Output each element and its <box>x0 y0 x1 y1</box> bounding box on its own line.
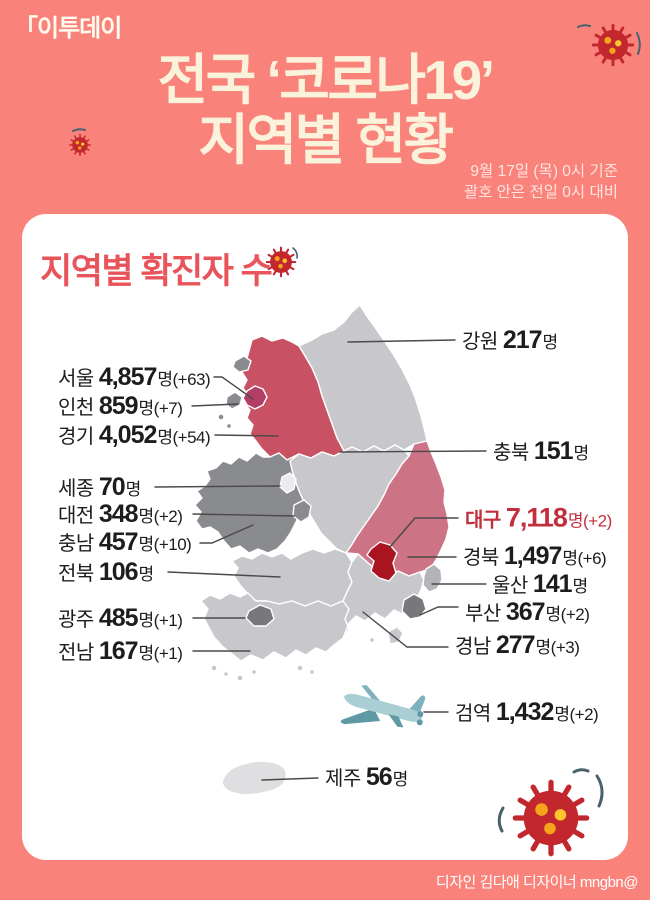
region-value: 4,052 <box>98 421 158 449</box>
region-name: 경북 <box>463 547 499 569</box>
region-suffix: 명 <box>125 480 142 499</box>
region-value: 151 <box>533 437 574 465</box>
region-name: 충북 <box>493 442 529 464</box>
region-name: 부산 <box>465 603 501 625</box>
region-suffix: 명(+1) <box>138 611 183 630</box>
region-value: 1,432 <box>495 698 555 726</box>
region-name: 서울 <box>58 368 94 390</box>
credit-text: 디자인 김다애 디자이너 mngbn@ <box>435 874 639 891</box>
region-name: 충남 <box>58 533 94 555</box>
date-line2: 괄호 안은 전일 0시 대비 <box>463 184 618 201</box>
region-suffix: 명(+6) <box>562 549 607 568</box>
date-note: 9월 17일 (목) 0시 기준 괄호 안은 전일 0시 대비 <box>464 161 618 203</box>
region-label-seoul: 서울 4,857 명(+63) <box>58 362 211 392</box>
region-label-gyeonggi: 경기 4,052 명(+54) <box>58 420 211 450</box>
page-title-line1: 전국 ‘코로나19’ <box>157 49 495 111</box>
region-label-quarantine: 검역 1,432 명(+2) <box>455 697 599 727</box>
region-label-jeonbuk: 전북 106 명 <box>58 557 154 587</box>
region-name: 경기 <box>58 426 94 448</box>
region-value: 277 <box>495 631 536 659</box>
region-suffix: 명(+1) <box>138 644 183 663</box>
region-label-daegu: 대구 7,118 명(+2) <box>465 503 612 534</box>
region-value: 106 <box>98 558 139 586</box>
region-value: 70 <box>98 473 126 501</box>
region-value: 1,497 <box>503 542 563 570</box>
region-value: 141 <box>532 570 573 598</box>
region-label-gangwon: 강원 217 명 <box>462 325 558 355</box>
region-suffix: 명(+2) <box>138 507 183 526</box>
region-value: 367 <box>505 598 546 626</box>
region-label-jeonnam: 전남 167 명(+1) <box>58 636 183 666</box>
region-label-chungnam: 충남 457 명(+10) <box>58 527 192 557</box>
page-title-line2: 지역별 현황 <box>198 109 454 171</box>
region-suffix: 명(+3) <box>535 638 580 657</box>
region-suffix: 명(+2) <box>554 705 599 724</box>
region-label-sejong: 세종 70 명 <box>58 472 141 502</box>
region-suffix: 명(+7) <box>138 399 183 418</box>
region-value: 348 <box>98 500 139 528</box>
region-suffix: 명 <box>573 444 590 463</box>
region-name: 광주 <box>58 609 94 631</box>
region-suffix: 명 <box>572 577 589 596</box>
region-value: 56 <box>365 763 393 791</box>
region-label-gyeongbuk: 경북 1,497 명(+6) <box>463 541 607 571</box>
region-label-gyeongnam: 경남 277 명(+3) <box>455 630 580 660</box>
region-value: 7,118 <box>505 502 568 533</box>
region-name: 세종 <box>58 478 94 500</box>
region-value: 457 <box>98 528 139 556</box>
date-line1: 9월 17일 (목) 0시 기준 <box>470 163 618 180</box>
region-suffix: 명(+63) <box>157 370 211 389</box>
region-suffix: 명(+54) <box>157 428 211 447</box>
section-title: 지역별 확진자 수 <box>40 252 273 291</box>
region-value: 4,857 <box>98 363 158 391</box>
region-name: 검역 <box>455 703 491 725</box>
region-name: 대구 <box>465 509 501 532</box>
region-name: 전북 <box>58 563 94 585</box>
region-name: 인천 <box>58 397 94 419</box>
region-label-jeju: 제주 56 명 <box>325 762 408 792</box>
region-name: 대전 <box>58 505 94 527</box>
region-value: 167 <box>98 637 139 665</box>
region-name: 경남 <box>455 636 491 658</box>
region-suffix: 명(+10) <box>138 535 192 554</box>
region-name: 제주 <box>325 768 361 790</box>
region-name: 전남 <box>58 642 94 664</box>
region-label-gwangju: 광주 485 명(+1) <box>58 603 183 633</box>
region-value: 217 <box>502 326 543 354</box>
region-label-chungbuk: 충북 151 명 <box>493 436 589 466</box>
region-suffix: 명(+2) <box>567 511 612 531</box>
region-suffix: 명 <box>392 770 409 789</box>
etoday-logo: 「이투데이 <box>14 15 122 42</box>
page-title: 전국 ‘코로나19’ 지역별 현황 <box>0 50 650 170</box>
region-value: 485 <box>98 604 139 632</box>
region-name: 강원 <box>462 331 498 353</box>
region-label-daejeon: 대전 348 명(+2) <box>58 499 183 529</box>
region-name: 울산 <box>492 575 528 597</box>
region-suffix: 명 <box>542 333 559 352</box>
region-label-ulsan: 울산 141 명 <box>492 569 588 599</box>
region-suffix: 명(+2) <box>545 605 590 624</box>
region-value: 859 <box>98 392 139 420</box>
region-suffix: 명 <box>138 565 155 584</box>
region-label-incheon: 인천 859 명(+7) <box>58 391 183 421</box>
region-label-busan: 부산 367 명(+2) <box>465 597 590 627</box>
